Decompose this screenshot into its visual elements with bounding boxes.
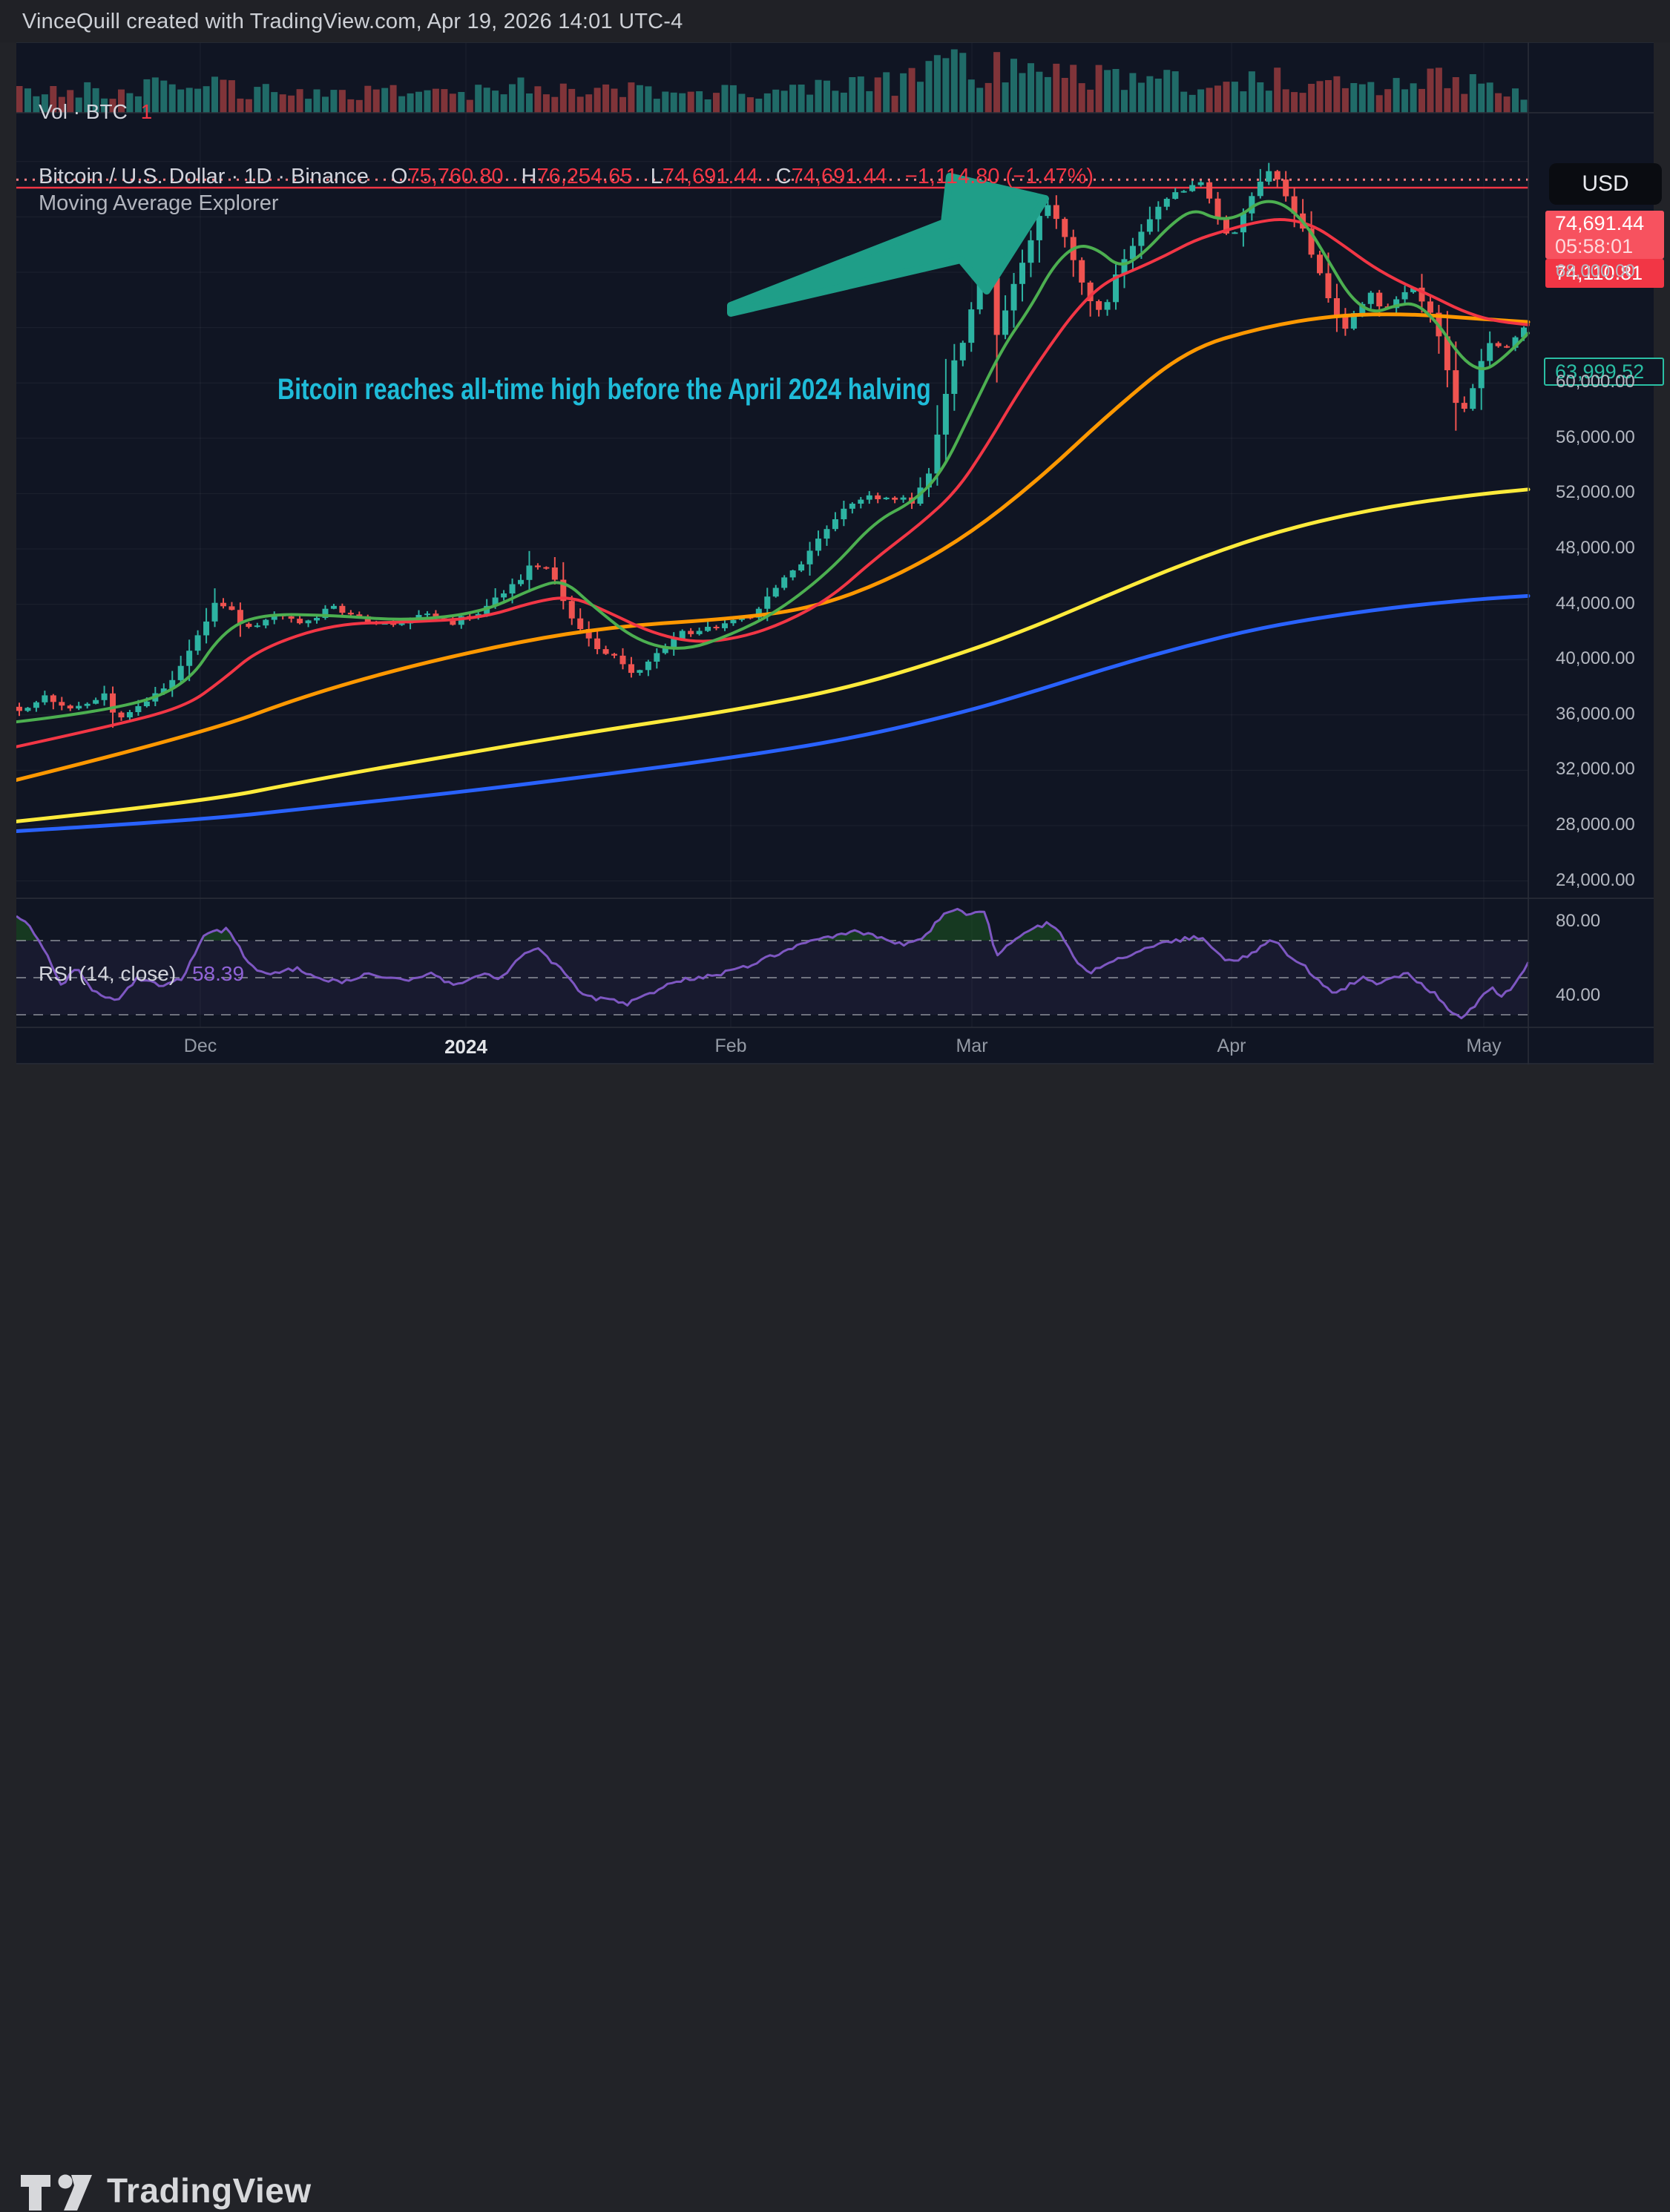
rsi-legend[interactable]: RSI (14, close) 58.39: [39, 962, 244, 986]
symbol-title: Bitcoin / U.S. Dollar · 1D · Binance: [39, 165, 369, 188]
rsi-label: RSI (14, close): [39, 962, 176, 985]
volume-legend-label: Vol · BTC: [39, 100, 128, 123]
time-tick-label: Apr: [1217, 1036, 1246, 1057]
tradingview-logo[interactable]: TradingView: [19, 2169, 312, 2212]
price-tick-label: 24,000.00: [1556, 870, 1635, 891]
time-tick-label: 2024: [444, 1036, 487, 1059]
attribution-bar: VinceQuill created with TradingView.com,…: [0, 0, 1670, 42]
price-tick-label: 48,000.00: [1556, 538, 1635, 559]
rsi-tick-label: 80.00: [1556, 911, 1600, 932]
high-value: 76,254.65: [536, 165, 632, 188]
tradingview-wordmark: TradingView: [107, 2170, 312, 2211]
rsi-value: 58.39: [192, 962, 244, 985]
price-tick-label: 68,000.00: [1556, 261, 1635, 282]
volume-legend[interactable]: Vol · BTC 1: [39, 100, 152, 124]
volume-legend-value: 1: [141, 100, 153, 123]
rsi-tick-label: 40.00: [1556, 985, 1600, 1006]
low-value: 74,691.44: [663, 165, 758, 188]
candle-countdown: 05:58:01: [1555, 235, 1664, 258]
low-label: L: [651, 165, 663, 188]
price-tick-label: 28,000.00: [1556, 814, 1635, 835]
indicator-title: Moving Average Explorer: [39, 191, 278, 215]
time-tick-label: Mar: [956, 1036, 987, 1057]
close-label: C: [776, 165, 792, 188]
price-tick-label: 56,000.00: [1556, 427, 1635, 448]
attribution-text: VinceQuill created with TradingView.com,…: [22, 10, 683, 34]
symbol-legend[interactable]: Bitcoin / U.S. Dollar · 1D · Binance O75…: [39, 165, 1094, 189]
open-value: 75,760.80: [407, 165, 503, 188]
annotation-text[interactable]: Bitcoin reaches all-time high before the…: [277, 373, 1094, 406]
high-label: H: [522, 165, 537, 188]
time-tick-label: May: [1466, 1036, 1501, 1057]
tradingview-screenshot: VinceQuill created with TradingView.com,…: [0, 0, 1670, 1174]
change-value: −1,114.80 (−1.47%): [905, 165, 1094, 188]
footer-bar: TradingView: [0, 1064, 1670, 1174]
price-tick-label: 60,000.00: [1556, 372, 1635, 392]
price-tick-label: 32,000.00: [1556, 759, 1635, 780]
time-tick-label: Feb: [714, 1036, 746, 1057]
price-tick-label: 44,000.00: [1556, 593, 1635, 614]
open-label: O: [391, 165, 408, 188]
price-tick-label: 52,000.00: [1556, 482, 1635, 503]
price-tick-label: 40,000.00: [1556, 648, 1635, 669]
indicator-legend[interactable]: Moving Average Explorer: [39, 191, 278, 216]
currency-toggle-button[interactable]: USD: [1549, 163, 1662, 205]
tradingview-logo-icon: [19, 2169, 93, 2212]
last-price-badge: 74,691.44 05:58:01: [1545, 211, 1664, 259]
time-tick-label: Dec: [184, 1036, 217, 1057]
close-value: 74,691.44: [792, 165, 887, 188]
chart-widget[interactable]: Vol · BTC 1 Bitcoin / U.S. Dollar · 1D ·…: [16, 42, 1654, 1064]
last-price-value: 74,691.44: [1555, 212, 1664, 235]
price-tick-label: 36,000.00: [1556, 704, 1635, 725]
